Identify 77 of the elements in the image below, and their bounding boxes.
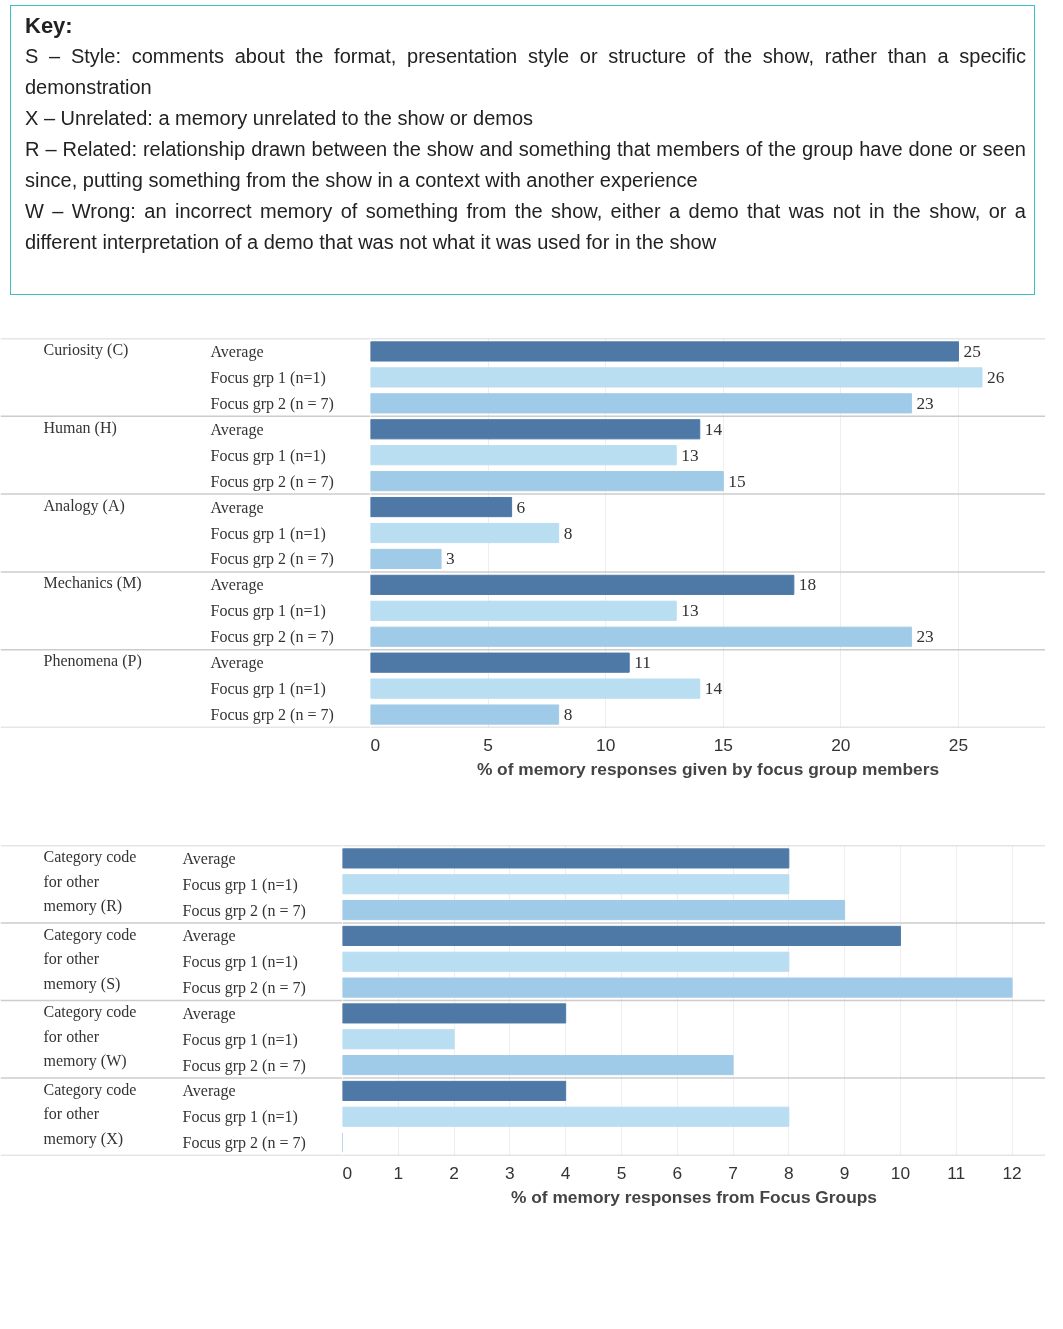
- x-tick-label: 8: [784, 1162, 794, 1183]
- data-label: 23: [916, 627, 934, 647]
- text: X – Unrelated: a memory unrelated to the show or demos: [25, 106, 535, 131]
- x-tick-label: 6: [672, 1162, 683, 1183]
- data-label: 13: [681, 601, 699, 621]
- x-tick-label: 15: [713, 734, 733, 755]
- y-tick-label: Average: [210, 498, 264, 517]
- data-label: 11: [634, 653, 651, 673]
- x-tick-label: 12: [1002, 1162, 1022, 1183]
- y-tick-label: Average: [210, 654, 264, 673]
- text: Category code for other memory (R): [43, 848, 137, 916]
- x-tick-label: 1: [393, 1162, 404, 1183]
- y-tick-label: Focus grp 1 (n=1): [182, 875, 298, 894]
- text: Category code for other memory (W): [43, 1003, 137, 1071]
- text: W – Wrong: an incorrect memory of something from the show, either a demo that was not in the show, or a different interpretation of a demo that was not what it was used for in the show: [25, 199, 1026, 255]
- x-tick-label: 7: [728, 1162, 738, 1183]
- y-tick-label: Focus grp 1 (n=1): [182, 1108, 298, 1127]
- text: Phenomena (P): [43, 652, 142, 671]
- data-label: 25: [963, 341, 981, 361]
- text: Category code for other memory (S): [43, 925, 137, 993]
- y-tick-label: Focus grp 2 (n = 7): [210, 706, 334, 725]
- y-tick-label: Focus grp 1 (n=1): [182, 953, 298, 972]
- y-tick-label: Focus grp 2 (n = 7): [210, 628, 334, 647]
- text: R – Related: relationship drawn between the show and something that members of the group have done or seen since, putting something from the show in a context with another experience: [25, 137, 1026, 193]
- y-tick-label: Focus grp 2 (n = 7): [182, 1134, 306, 1153]
- x-tick-label: 3: [505, 1162, 515, 1183]
- y-tick-label: Focus grp 1 (n=1): [210, 524, 326, 543]
- y-tick-label: Focus grp 2 (n = 7): [182, 979, 306, 998]
- y-tick-label: Focus grp 1 (n=1): [210, 602, 326, 621]
- y-tick-label: Focus grp 1 (n=1): [210, 368, 326, 387]
- text: Mechanics (M): [43, 574, 142, 593]
- text: Curiosity (C): [43, 341, 129, 360]
- data-label: 23: [916, 393, 934, 413]
- data-label: 14: [704, 679, 723, 699]
- x-tick-label: 11: [947, 1162, 966, 1183]
- x-tick-label: 0: [342, 1162, 353, 1183]
- x-tick-label: 20: [831, 734, 851, 755]
- data-label: 26: [987, 367, 1005, 387]
- y-tick-label: Average: [182, 927, 236, 946]
- text: Human (H): [43, 418, 117, 437]
- y-tick-label: Average: [182, 1082, 236, 1101]
- x-tick-label: 5: [483, 734, 493, 755]
- x-tick-label: 10: [890, 1162, 911, 1183]
- y-tick-label: Focus grp 1 (n=1): [182, 1030, 298, 1049]
- y-tick-label: Average: [182, 1004, 236, 1023]
- x-tick-label: 25: [948, 734, 969, 755]
- x-tick-label: 0: [370, 734, 381, 755]
- text: Analogy (A): [43, 496, 125, 515]
- data-label: 6: [516, 497, 526, 517]
- data-label: 15: [728, 471, 746, 491]
- x-axis-title: % of memory responses from Focus Groups: [511, 1186, 877, 1207]
- data-label: 18: [798, 575, 817, 595]
- y-tick-label: Average: [210, 576, 264, 595]
- text: S – Style: comments about the format, presentation style or structure of the show, rather than a specific demonstration: [25, 44, 1026, 100]
- data-label: 14: [704, 419, 723, 439]
- x-tick-label: 4: [560, 1162, 571, 1183]
- y-tick-label: Focus grp 2 (n = 7): [210, 550, 334, 569]
- x-tick-label: 9: [839, 1162, 850, 1183]
- data-label: 8: [563, 705, 573, 725]
- data-label: 8: [563, 523, 573, 543]
- y-tick-label: Focus grp 1 (n=1): [210, 446, 326, 465]
- x-tick-label: 2: [449, 1162, 459, 1183]
- y-tick-label: Average: [210, 342, 264, 361]
- x-tick-label: 5: [616, 1162, 627, 1183]
- text: Key:: [25, 12, 74, 40]
- y-tick-label: Focus grp 2 (n = 7): [210, 394, 334, 413]
- y-tick-label: Average: [182, 849, 236, 868]
- y-tick-label: Focus grp 2 (n = 7): [182, 1056, 306, 1075]
- data-label: 3: [446, 549, 455, 569]
- x-tick-label: 10: [596, 734, 616, 755]
- text: Category code for other memory (X): [43, 1080, 137, 1148]
- y-tick-label: Focus grp 2 (n = 7): [210, 472, 334, 491]
- data-label: 13: [681, 445, 699, 465]
- y-tick-label: Average: [210, 420, 264, 439]
- y-tick-label: Focus grp 1 (n=1): [210, 680, 326, 699]
- y-tick-label: Focus grp 2 (n = 7): [182, 901, 306, 920]
- x-axis-title: % of memory responses given by focus group members: [476, 758, 940, 779]
